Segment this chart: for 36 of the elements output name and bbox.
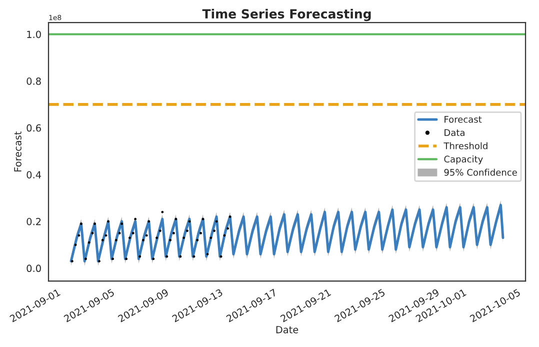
y-tick-label: 0.4	[26, 171, 42, 178]
point	[74, 244, 77, 246]
point	[161, 210, 164, 214]
point	[138, 255, 142, 258]
point	[88, 241, 90, 244]
y-axis-title: Forecast	[14, 131, 22, 172]
legend-label: Capacity	[444, 156, 483, 164]
x-axis-title: Date	[276, 326, 298, 334]
point	[196, 238, 199, 242]
point	[188, 220, 191, 223]
point	[132, 232, 134, 234]
y-tick-label: 0.0	[26, 264, 41, 272]
point	[226, 227, 230, 230]
legend-label: Data	[444, 129, 464, 136]
point	[206, 252, 209, 256]
y-tick-label: 0.2	[26, 218, 41, 226]
y-tick-label: 1.0	[27, 30, 41, 38]
point	[101, 238, 104, 242]
y-tick-label: 0.6	[26, 124, 41, 132]
point	[125, 258, 128, 260]
chart-title: Time Series Forecasting	[202, 8, 371, 22]
point	[169, 238, 172, 242]
point	[215, 220, 218, 223]
point	[148, 220, 150, 223]
point	[91, 232, 94, 234]
point	[145, 234, 148, 237]
point	[134, 218, 137, 220]
point	[152, 258, 155, 260]
legend-label: Forecast	[444, 116, 482, 123]
y-tick-label: 0.8	[26, 78, 41, 85]
legend-label: Threshold	[444, 142, 488, 150]
point	[172, 232, 175, 234]
legend-label: 95% Confidence	[444, 168, 517, 176]
point	[118, 232, 121, 234]
point	[114, 238, 118, 242]
point	[70, 260, 74, 262]
